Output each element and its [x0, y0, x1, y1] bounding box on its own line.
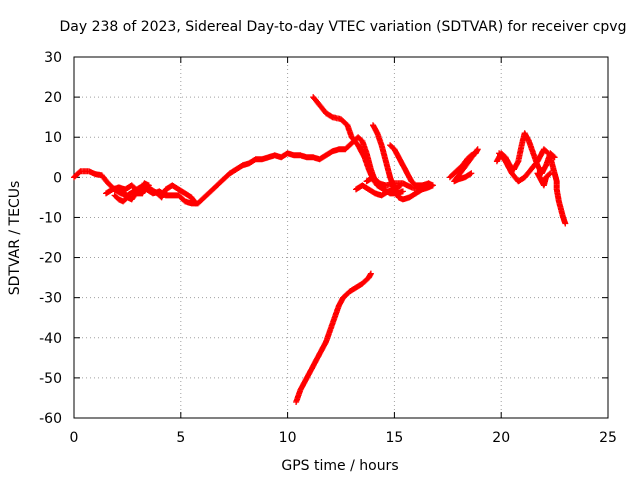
series-mid-14h	[363, 174, 423, 193]
y-tick-labels: 30 20 10 0 -10 -20 -30 -40 -50 -60	[39, 50, 62, 427]
y-tick-label: -20	[39, 251, 62, 267]
y-tick-label: 10	[44, 130, 62, 146]
series-markers	[293, 270, 374, 405]
series-end-22h	[547, 154, 569, 227]
x-tick-label: 25	[599, 430, 617, 446]
x-tick-labels: 0 5 10 15 20 25	[70, 430, 617, 446]
plot-frame	[73, 56, 609, 419]
x-tick-label: 15	[385, 430, 403, 446]
x-axis-label: GPS time / hours	[281, 458, 398, 474]
x-tick-label: 20	[492, 430, 510, 446]
series-late-20h-b	[496, 146, 552, 185]
series-markers	[547, 154, 569, 227]
chart-title: Day 238 of 2023, Sidereal Day-to-day VTE…	[60, 19, 627, 35]
x-tick-label: 10	[279, 430, 297, 446]
series-evening-18h	[446, 146, 481, 185]
y-tick-label: -50	[39, 371, 62, 387]
series-markers	[363, 174, 423, 193]
y-tick-label: -40	[39, 331, 62, 347]
series-end-22h-b	[534, 170, 554, 189]
series-markers	[534, 170, 554, 189]
y-tick-label: 0	[53, 170, 62, 186]
y-tick-label: -10	[39, 210, 62, 226]
x-tick-label: 0	[70, 430, 79, 446]
series-wiggle-b	[103, 180, 152, 197]
x-tick-label: 5	[176, 430, 185, 446]
series-markers	[111, 182, 199, 207]
grid-lines	[74, 57, 608, 418]
series-wiggle-a	[111, 182, 199, 207]
y-tick-label: 20	[44, 90, 62, 106]
series-markers	[446, 146, 481, 185]
series-markers	[496, 146, 552, 185]
series-markers	[353, 182, 404, 199]
axis-ticks	[73, 56, 609, 419]
data-series	[71, 94, 569, 405]
series-markers	[387, 142, 436, 189]
series-descending-15h	[387, 142, 436, 189]
y-tick-label: -60	[39, 411, 62, 427]
series-negative-branch	[293, 270, 374, 405]
y-tick-label: 30	[44, 50, 62, 66]
series-low-13h	[353, 182, 404, 199]
y-axis-label: SDTVAR / TECUs	[7, 181, 23, 296]
series-markers	[103, 180, 152, 197]
y-tick-label: -30	[39, 291, 62, 307]
